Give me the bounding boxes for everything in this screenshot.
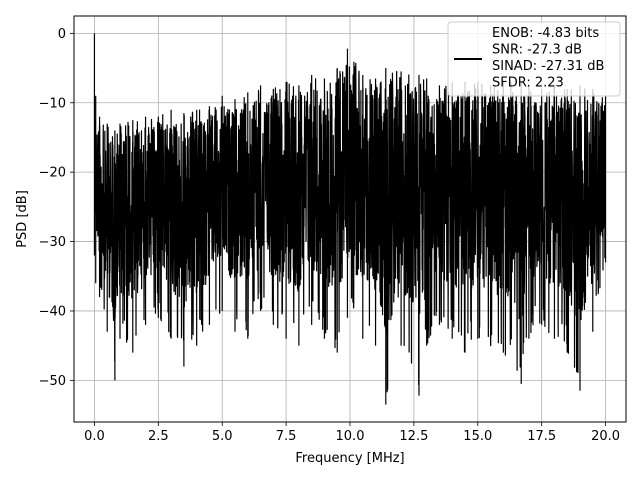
y-tick-label: 0 — [58, 27, 66, 42]
legend: ENOB: -4.83 bits SNR: -27.3 dB SINAD: -2… — [447, 21, 621, 97]
y-tick-label: −50 — [39, 374, 66, 389]
legend-enob: ENOB: -4.83 bits — [492, 26, 599, 41]
psd-trace — [93, 33, 607, 405]
y-axis-ticks: 0 −10 −20 −30 −40 −50 — [39, 27, 74, 389]
x-tick-label: 20.0 — [591, 429, 620, 444]
x-tick-label: 5.0 — [212, 429, 233, 444]
y-tick-label: −10 — [39, 96, 66, 111]
x-tick-label: 10.0 — [336, 429, 365, 444]
x-tick-label: 12.5 — [399, 429, 428, 444]
x-tick-label: 15.0 — [463, 429, 492, 444]
legend-box — [447, 21, 621, 97]
x-axis-ticks: 0.0 2.5 5.0 7.5 10.0 12.5 15.0 17.5 20.0 — [84, 422, 620, 444]
y-tick-label: −20 — [39, 166, 66, 181]
x-tick-label: 17.5 — [527, 429, 556, 444]
x-tick-label: 0.0 — [84, 429, 105, 444]
legend-snr: SNR: -27.3 dB — [492, 43, 582, 58]
legend-sfdr: SFDR: 2.23 — [492, 76, 564, 91]
x-axis-label: Frequency [MHz] — [295, 451, 404, 466]
x-tick-label: 7.5 — [276, 429, 297, 444]
x-tick-label: 2.5 — [148, 429, 169, 444]
psd-series — [93, 33, 607, 405]
legend-sinad: SINAD: -27.31 dB — [492, 59, 604, 74]
y-axis-label: PSD [dB] — [15, 190, 30, 248]
y-tick-label: −40 — [39, 304, 66, 319]
y-tick-label: −30 — [39, 235, 66, 250]
